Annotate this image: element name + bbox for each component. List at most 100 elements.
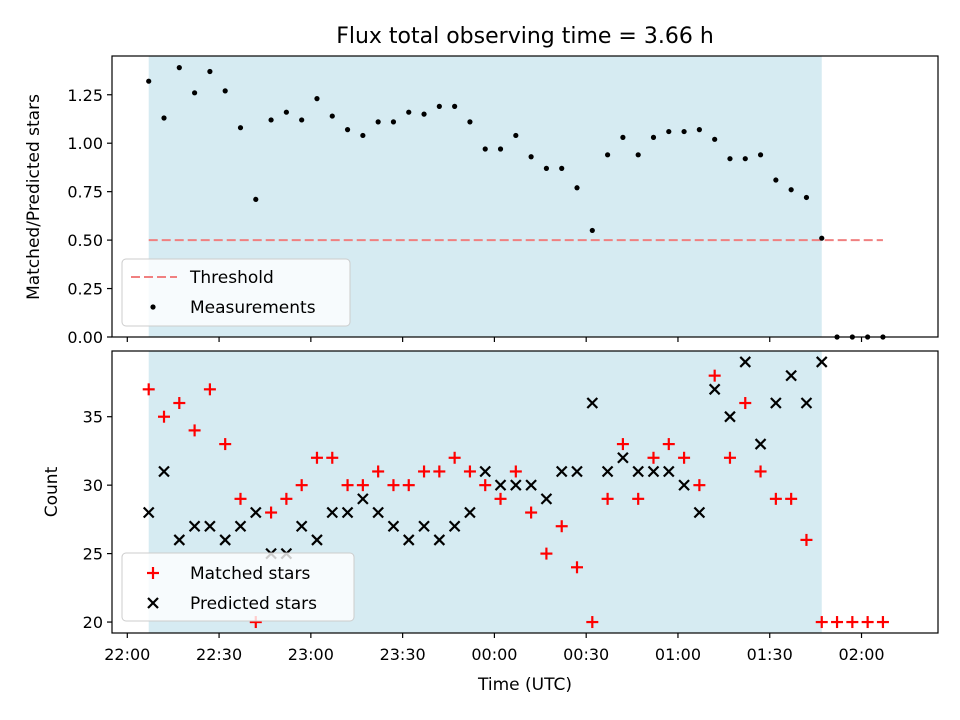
bottom-x-tick-label: 02:00 <box>838 645 884 664</box>
bottom-x-tick-label: 22:30 <box>196 645 242 664</box>
measurement-point <box>513 132 519 139</box>
bottom-x-tick-label: 01:00 <box>655 645 701 664</box>
matched-star-point <box>785 492 798 505</box>
matched-star-point <box>601 492 614 505</box>
matched-star-point <box>188 424 201 437</box>
legend-measurements-label: Measurements <box>190 298 316 318</box>
matched-star-point <box>219 438 232 451</box>
matched-star-point <box>265 506 278 519</box>
predicted-star-point <box>555 465 568 478</box>
bottom-x-tick-label: 01:30 <box>747 645 793 664</box>
bottom-y-tick-label: 20 <box>83 613 103 632</box>
matched-star-point <box>616 438 629 451</box>
measurement-point <box>757 152 764 158</box>
matched-star-point <box>831 616 844 629</box>
predicted-star-point <box>739 356 752 368</box>
measurement-point <box>360 132 366 139</box>
matched-star-point <box>800 533 813 546</box>
matched-star-point <box>418 465 431 478</box>
matched-star-point <box>387 479 400 492</box>
predicted-star-point <box>663 465 675 478</box>
measurement-point <box>192 90 198 96</box>
top-y-tick-label: 0.25 <box>67 280 103 299</box>
matched-star-point <box>693 479 706 492</box>
predicted-star-point <box>448 520 461 533</box>
top-y-tick-label: 0.75 <box>67 183 103 202</box>
top-y-tick-label: 1.00 <box>67 134 103 153</box>
predicted-star-point <box>479 465 492 478</box>
predicted-star-point <box>142 506 155 519</box>
top-y-tick-label: 0.50 <box>67 231 103 250</box>
measurement-point <box>253 196 259 203</box>
matched-star-point <box>647 451 660 464</box>
measurement-point <box>605 152 611 158</box>
matched-star-point <box>678 451 691 464</box>
predicted-star-point <box>357 493 369 505</box>
predicted-star-point <box>601 465 614 478</box>
measurement-point <box>237 125 244 131</box>
matched-star-point <box>662 438 675 451</box>
matched-star-point <box>846 616 859 629</box>
matched-star-point <box>203 383 216 396</box>
predicted-star-point <box>525 479 537 491</box>
measurement-point <box>681 128 687 135</box>
bottom-x-tick-label: 00:30 <box>563 645 609 664</box>
predicted-star-point <box>173 534 186 546</box>
measurement-point <box>727 156 733 162</box>
predicted-star-point <box>540 493 553 505</box>
predicted-star-point <box>250 506 262 519</box>
top-legend-box <box>121 258 351 327</box>
chart-title: Flux total observing time = 3.66 h <box>336 24 714 49</box>
top-y-tick-label: 1.25 <box>67 86 103 105</box>
predicted-star-point <box>326 506 339 519</box>
bottom-x-tick-label: 23:30 <box>380 645 426 664</box>
predicted-star-point <box>188 520 201 533</box>
matched-star-point <box>494 492 507 505</box>
predicted-star-point <box>693 506 706 519</box>
matched-star-point <box>372 465 385 478</box>
predicted-star-point <box>158 465 170 478</box>
measurement-point <box>559 165 565 171</box>
matched-star-point <box>402 479 415 492</box>
matched-star-point <box>815 616 828 629</box>
predicted-star-point <box>678 479 690 491</box>
predicted-star-point <box>770 397 782 409</box>
matched-star-point <box>448 451 461 464</box>
measurement-point <box>528 154 534 160</box>
predicted-star-point <box>571 465 583 478</box>
matched-star-point <box>754 465 767 478</box>
bottom-y-axis-label: Count <box>42 466 62 517</box>
matched-star-point <box>555 520 568 533</box>
matched-star-point <box>586 616 599 629</box>
predicted-star-point <box>617 451 629 464</box>
measurement-point <box>543 165 550 171</box>
bottom-x-tick-label: 22:00 <box>104 645 150 664</box>
predicted-star-point <box>204 520 216 533</box>
measurement-point <box>467 119 473 125</box>
matched-star-point <box>509 465 522 478</box>
top-x-axis-ticks <box>126 337 863 342</box>
legend-predicted-swatch <box>147 597 159 609</box>
bottom-panel: 20 25 30 35 22:00 22:30 23:00 23:30 00:00 00:30 0… <box>42 350 939 695</box>
matched-stars-series <box>142 369 889 629</box>
measurement-point <box>268 117 274 123</box>
measurement-point <box>497 146 504 152</box>
measurement-point <box>819 235 825 241</box>
measurement-point <box>803 194 810 201</box>
measurement-point <box>375 119 381 125</box>
measurement-point <box>788 187 794 193</box>
predicted-star-point <box>387 520 400 533</box>
measurement-point <box>574 185 580 191</box>
measurement-point <box>589 227 595 234</box>
matched-star-point <box>540 547 553 560</box>
predicted-star-point <box>754 438 767 450</box>
legend-predicted-label: Predicted stars <box>190 594 317 614</box>
top-panel: 0.00 0.25 0.50 0.75 1.00 1.25 Matched/Predict… <box>24 55 939 347</box>
matched-star-point <box>295 479 308 492</box>
predicted-star-point <box>815 356 828 368</box>
measurement-point <box>436 103 442 109</box>
top-y-axis-label: Matched/Predicted stars <box>24 94 44 300</box>
predicted-star-point <box>586 397 599 409</box>
measurement-point <box>635 152 641 158</box>
